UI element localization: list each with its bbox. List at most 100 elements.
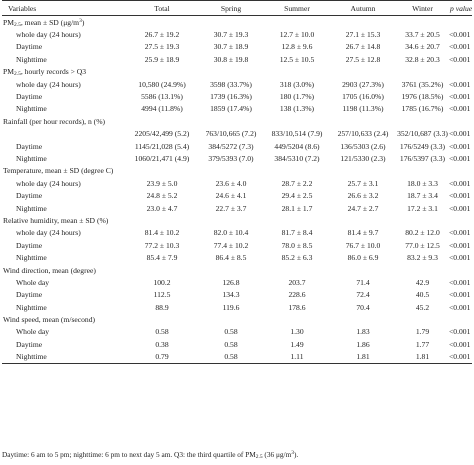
- cell-total: 27.5 ± 19.3: [144, 42, 180, 52]
- cell-autumn: 72.4: [356, 290, 370, 300]
- cell-p-value: <0.001: [449, 42, 471, 52]
- section-title: Temperature, mean ± SD (degree C): [3, 166, 114, 176]
- section-header-row: PM2.5, hourly records > Q3: [2, 66, 472, 78]
- table-row: whole day (24 hours) 10,580 (24.9%) 3598 (…: [2, 78, 472, 90]
- cell-winter: 83.2 ± 9.3: [407, 253, 438, 263]
- section-header-row: Temperature, mean ± SD (degree C): [2, 165, 472, 177]
- table-row: Whole day 0.58 0.58 1.30 1.83 1.79 <0.001: [2, 326, 472, 338]
- cell-p-value: <0.001: [449, 339, 471, 349]
- cell-winter: 1.79: [415, 327, 430, 337]
- cell-winter: 77.0 ± 12.5: [405, 240, 440, 250]
- table-row: Daytime 27.5 ± 19.3 30.7 ± 18.9 12.8 ± 9.6 2…: [2, 41, 472, 53]
- cell-p-value: <0.001: [449, 79, 471, 89]
- footnote: Daytime: 6 am to 5 pm; nighttime: 6 pm t…: [2, 450, 299, 460]
- header-variables: Variables: [2, 0, 126, 16]
- table-row: Daytime 112.5 134.3 228.6 72.4 40.5 <0.001: [2, 289, 472, 301]
- cell-p-value: <0.001: [449, 30, 471, 40]
- cell-summer: 28.7 ± 2.2: [281, 178, 313, 188]
- cell-spring: 1739 (16.3%): [210, 92, 252, 102]
- cell-total: 81.4 ± 10.2: [144, 228, 180, 238]
- cell-p-value: <0.001: [449, 240, 471, 250]
- cell-autumn: 71.4: [356, 277, 370, 287]
- cell-autumn: 1.86: [356, 339, 370, 349]
- cell-autumn: 121/5330 (2.3): [340, 153, 386, 163]
- cell-winter: 40.5: [415, 290, 430, 300]
- table-row: whole day (24 hours) 23.9 ± 5.0 23.6 ± 4.0…: [2, 177, 472, 189]
- cell-total: 5586 (13.1%): [141, 92, 183, 102]
- table-body: PM2.5, mean ± SD (μg/m3) whole day (24 ho…: [2, 16, 472, 364]
- data-table: Variables Total Spring Summer Autumn Win…: [2, 0, 472, 364]
- cell-spring: 134.3: [222, 290, 240, 300]
- table-row: 2205/42,499 (5.2) 763/10,665 (7.2) 833/10,…: [2, 128, 472, 140]
- table-row: Daytime 5586 (13.1%) 1739 (16.3%) 180 (1.7%…: [2, 90, 472, 102]
- cell-winter: 45.2: [415, 302, 430, 312]
- cell-p-value: <0.001: [449, 54, 471, 64]
- cell-autumn: 27.1 ± 15.3: [345, 30, 381, 40]
- cell-summer: 12.8 ± 9.6: [281, 42, 313, 52]
- cell-spring: 384/5272 (7.3): [208, 141, 254, 151]
- cell-winter: 17.2 ± 3.1: [407, 203, 438, 213]
- row-label: Daytime: [16, 240, 43, 250]
- cell-p-value: <0.001: [449, 327, 471, 337]
- header-summer: Summer: [264, 0, 330, 16]
- cell-summer: 203.7: [288, 277, 306, 287]
- cell-total: 1145/21,028 (5.4): [134, 141, 190, 151]
- cell-summer: 12.5 ± 10.5: [279, 54, 315, 64]
- cell-spring: 379/5393 (7.0): [208, 153, 254, 163]
- cell-spring: 24.6 ± 4.1: [215, 191, 247, 201]
- cell-summer: 1.11: [264, 350, 330, 364]
- cell-total: 77.2 ± 10.3: [144, 240, 180, 250]
- cell-p-value: <0.001: [449, 228, 471, 238]
- cell-autumn: 26.7 ± 14.8: [345, 42, 381, 52]
- cell-p-value: <0.001: [449, 203, 471, 213]
- cell-summer: 1.49: [290, 339, 304, 349]
- cell-total: 23.9 ± 5.0: [146, 178, 178, 188]
- cell-p-value: <0.001: [449, 141, 471, 151]
- cell-summer: 449/5204 (8.6): [274, 141, 320, 151]
- table-row: Nighttime 23.0 ± 4.7 22.7 ± 3.7 28.1 ± 1.7 2…: [2, 202, 472, 214]
- cell-autumn: 26.6 ± 3.2: [347, 191, 379, 201]
- cell-summer: 85.2 ± 6.3: [281, 253, 313, 263]
- row-label: Whole day: [16, 277, 50, 287]
- table-header: Variables Total Spring Summer Autumn Win…: [2, 0, 472, 16]
- cell-autumn: 27.5 ± 12.8: [345, 54, 381, 64]
- table-row: Nighttime 4994 (11.8%) 1859 (17.4%) 138 (1.…: [2, 103, 472, 115]
- row-label: whole day (24 hours): [16, 79, 81, 89]
- cell-p-value: <0.001: [449, 129, 471, 139]
- cell-winter: 176/5397 (3.3): [399, 153, 446, 163]
- cell-total: 1060/21,471 (4.9): [134, 153, 190, 163]
- header-row: Variables Total Spring Summer Autumn Win…: [2, 0, 472, 16]
- table-row: Nighttime 25.9 ± 18.9 30.8 ± 19.8 12.5 ± 10…: [2, 53, 472, 65]
- section-title: Relative humidity, mean ± SD (%): [3, 215, 109, 225]
- cell-total: 0.38: [155, 339, 169, 349]
- cell-p-value: <0.001: [449, 302, 471, 312]
- cell-winter: 1.81: [396, 350, 449, 364]
- cell-summer: 178.6: [288, 302, 306, 312]
- row-label: whole day (24 hours): [16, 178, 81, 188]
- cell-summer: 384/5310 (7.2): [274, 153, 320, 163]
- cell-autumn: 24.7 ± 2.7: [347, 203, 379, 213]
- cell-total: 0.58: [155, 327, 169, 337]
- cell-spring: 77.4 ± 10.2: [213, 240, 249, 250]
- table-row: Nighttime 0.79 0.58 1.11 1.81 1.81 <0.001: [2, 350, 472, 364]
- cell-spring: 22.7 ± 3.7: [215, 203, 247, 213]
- cell-p-value: <0.001: [449, 104, 471, 114]
- cell-winter: 18.0 ± 3.3: [407, 178, 438, 188]
- cell-p-value: <0.001: [449, 191, 471, 201]
- section-title: Wind speed, mean (m/second): [3, 315, 96, 325]
- section-header-row: Wind direction, mean (degree): [2, 264, 472, 276]
- cell-spring: 3598 (33.7%): [210, 79, 252, 89]
- cell-summer: 29.4 ± 2.5: [281, 191, 313, 201]
- section-header-row: Relative humidity, mean ± SD (%): [2, 214, 472, 226]
- cell-total: 112.5: [153, 290, 171, 300]
- cell-total: 25.9 ± 18.9: [144, 54, 180, 64]
- table-container: Variables Total Spring Summer Autumn Win…: [2, 0, 472, 364]
- cell-total: 4994 (11.8%): [141, 104, 183, 114]
- row-label: whole day (24 hours): [16, 228, 81, 238]
- cell-autumn: 2903 (27.3%): [342, 79, 384, 89]
- cell-spring: 30.8 ± 19.8: [213, 54, 249, 64]
- cell-autumn: 81.4 ± 9.7: [347, 228, 379, 238]
- cell-winter: 3761 (35.2%): [401, 79, 444, 89]
- row-label: Nighttime: [2, 350, 126, 364]
- cell-spring: 23.6 ± 4.0: [215, 178, 247, 188]
